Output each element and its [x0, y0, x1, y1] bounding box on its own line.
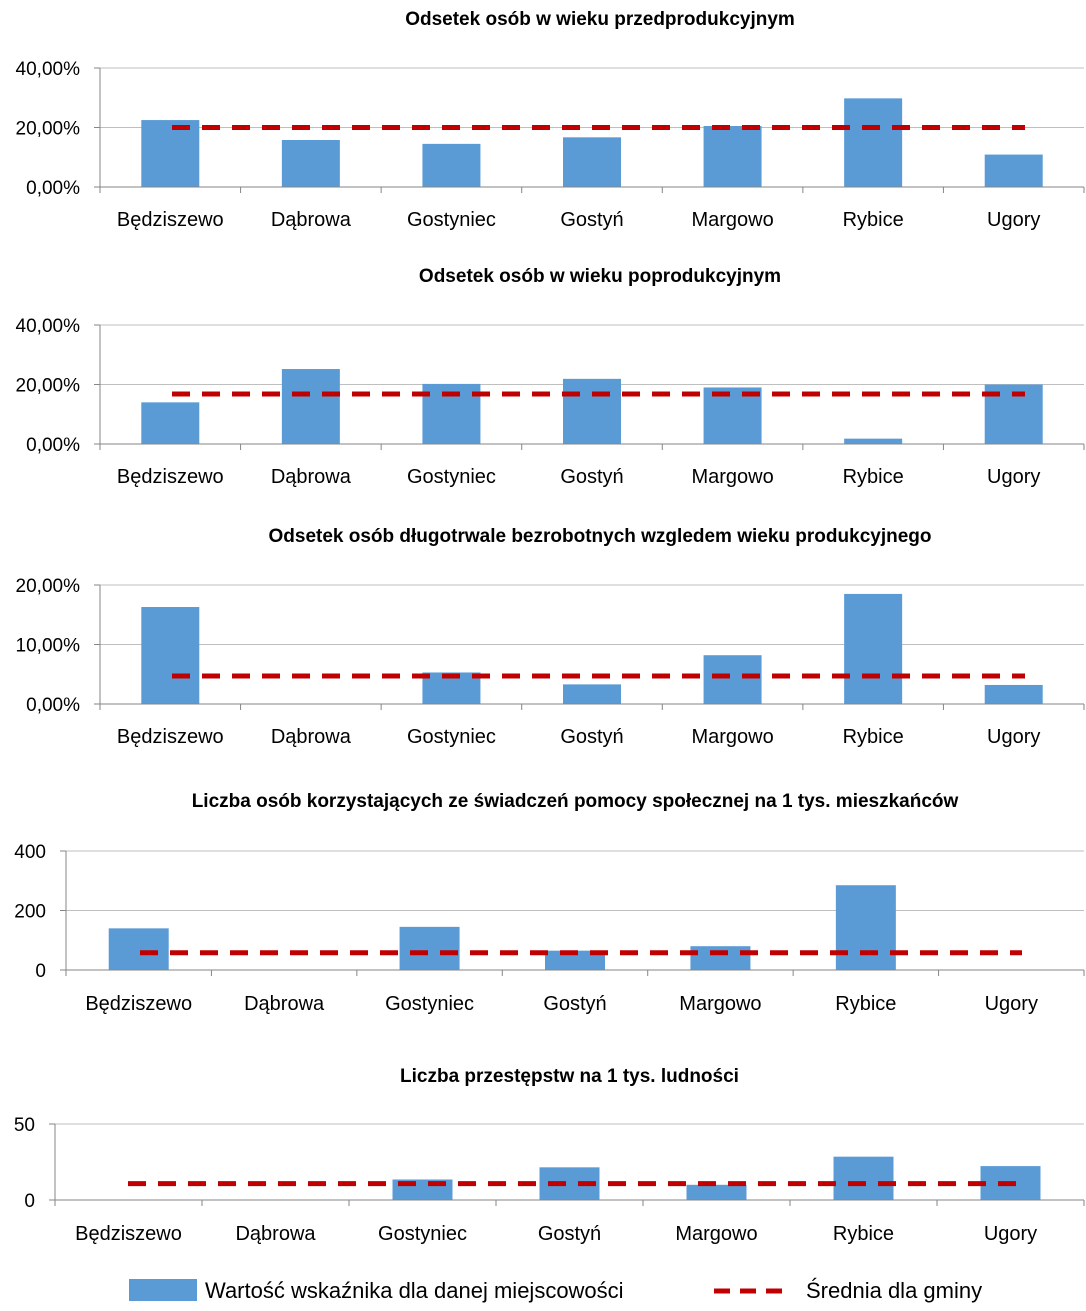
bar-gostyn: [563, 684, 621, 704]
y-tick-label: 40,00%: [16, 316, 81, 337]
legend-swatch-bar: [129, 1279, 197, 1301]
bar-rybice: [835, 885, 896, 970]
bar-gostyn: [545, 950, 605, 970]
bar-rybice: [833, 1156, 894, 1200]
category-label-dabrowa: Dąbrowa: [235, 1223, 316, 1245]
y-tick-label: 40,00%: [16, 59, 81, 80]
category-label-rybice: Rybice: [835, 993, 896, 1015]
category-label-gostyn: Gostyń: [538, 1223, 601, 1245]
y-tick-label: 20,00%: [16, 576, 81, 597]
bar-gostyn: [563, 378, 621, 444]
y-tick-label: 0: [24, 1191, 35, 1212]
category-label-gostyn: Gostyń: [543, 993, 606, 1015]
bar-gostyniec: [422, 143, 481, 187]
bar-margowo: [703, 655, 762, 704]
category-label-ugory: Ugory: [987, 726, 1040, 748]
category-label-dabrowa: Dąbrowa: [271, 726, 352, 748]
bar-margowo: [690, 946, 751, 970]
category-label-ugory: Ugory: [984, 1223, 1037, 1245]
category-label-gostyniec: Gostyniec: [378, 1223, 467, 1245]
category-label-gostyniec: Gostyniec: [407, 466, 496, 488]
category-label-margowo: Margowo: [691, 466, 773, 488]
bar-ugory: [984, 154, 1043, 187]
chart-title: Odsetek osób długotrwale bezrobotnych wz…: [269, 526, 932, 547]
bar-bedziszewo: [108, 928, 169, 970]
y-tick-label: 400: [14, 842, 46, 863]
category-label-rybice: Rybice: [843, 726, 904, 748]
bar-margowo: [686, 1184, 747, 1200]
category-label-bedziszewo: Będziszewo: [117, 726, 224, 748]
bar-rybice: [844, 438, 903, 444]
chart-title: Liczba osób korzystających ze świadczeń …: [192, 791, 959, 812]
category-label-gostyn: Gostyń: [560, 209, 623, 231]
category-label-margowo: Margowo: [675, 1223, 757, 1245]
category-label-gostyniec: Gostyniec: [385, 993, 474, 1015]
category-label-gostyn: Gostyń: [560, 466, 623, 488]
category-label-margowo: Margowo: [691, 209, 773, 231]
y-tick-label: 50: [14, 1115, 35, 1136]
category-label-gostyn: Gostyń: [560, 726, 623, 748]
y-tick-label: 20,00%: [16, 119, 81, 140]
bar-bedziszewo: [141, 402, 200, 444]
y-tick-label: 0,00%: [26, 695, 80, 716]
category-label-dabrowa: Dąbrowa: [271, 209, 352, 231]
legend-label-line: Średnia dla gminy: [806, 1278, 982, 1303]
category-label-bedziszewo: Będziszewo: [117, 209, 224, 231]
bar-margowo: [703, 387, 762, 444]
category-label-bedziszewo: Będziszewo: [85, 993, 192, 1015]
y-tick-label: 0,00%: [26, 178, 80, 199]
category-label-rybice: Rybice: [833, 1223, 894, 1245]
y-tick-label: 0,00%: [26, 435, 80, 456]
bar-gostyniec: [399, 926, 460, 970]
bar-rybice: [844, 593, 903, 704]
bar-gostyn: [563, 137, 621, 187]
bar-bedziszewo: [141, 120, 200, 187]
y-tick-label: 200: [14, 902, 46, 923]
bar-rybice: [844, 98, 903, 187]
bar-margowo: [703, 126, 762, 187]
bar-ugory: [984, 684, 1043, 704]
y-tick-label: 10,00%: [16, 636, 81, 657]
category-label-gostyniec: Gostyniec: [407, 726, 496, 748]
chart-title: Odsetek osób w wieku poprodukcyjnym: [419, 266, 781, 287]
category-label-dabrowa: Dąbrowa: [271, 466, 352, 488]
category-label-ugory: Ugory: [987, 209, 1040, 231]
bar-dabrowa: [281, 369, 340, 444]
chart-title: Liczba przestępstw na 1 tys. ludności: [400, 1066, 739, 1087]
bar-dabrowa: [281, 139, 340, 187]
bar-bedziszewo: [141, 607, 200, 704]
category-label-ugory: Ugory: [985, 993, 1038, 1015]
category-label-gostyniec: Gostyniec: [407, 209, 496, 231]
category-label-rybice: Rybice: [843, 466, 904, 488]
y-tick-label: 20,00%: [16, 376, 81, 397]
legend-label-bar: Wartość wskaźnika dla danej miejscowości: [205, 1278, 624, 1303]
category-label-margowo: Margowo: [691, 726, 773, 748]
chart-title: Odsetek osób w wieku przedprodukcyjnym: [405, 9, 795, 30]
category-label-dabrowa: Dąbrowa: [244, 993, 325, 1015]
y-tick-label: 0: [35, 961, 46, 982]
category-label-bedziszewo: Będziszewo: [75, 1223, 182, 1245]
category-label-ugory: Ugory: [987, 466, 1040, 488]
category-label-rybice: Rybice: [843, 209, 904, 231]
category-label-margowo: Margowo: [679, 993, 761, 1015]
category-label-bedziszewo: Będziszewo: [117, 466, 224, 488]
